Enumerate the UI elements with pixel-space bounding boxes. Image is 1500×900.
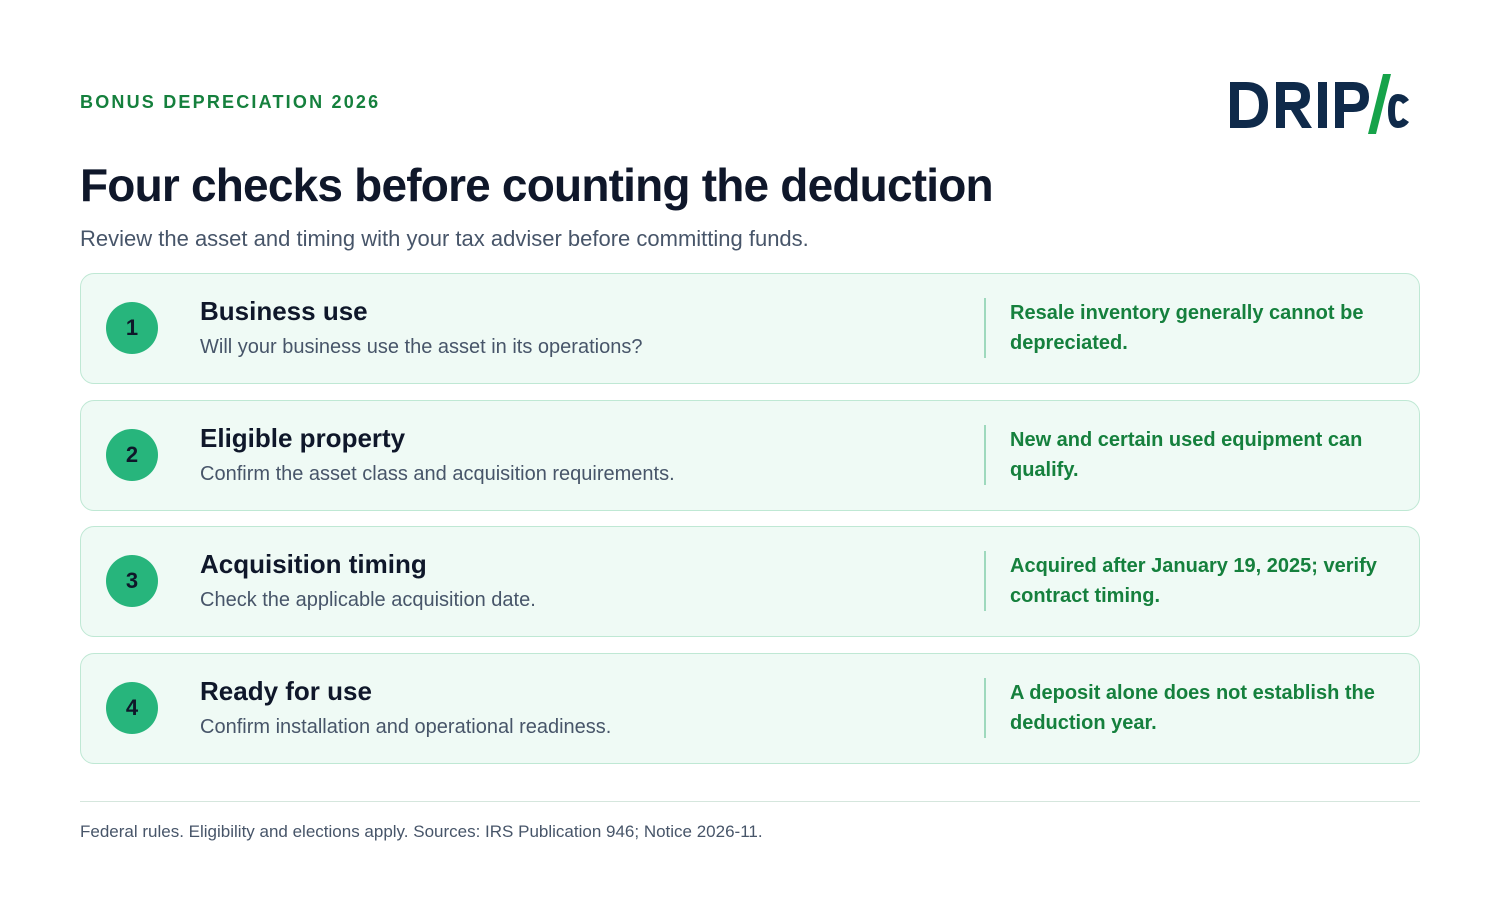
check-note: A deposit alone does not establish the d… [1010,682,1375,734]
card-divider [984,551,986,611]
check-note: New and certain used equipment can quali… [1010,429,1363,481]
card-divider [984,425,986,485]
check-description: Confirm installation and operational rea… [200,716,612,738]
check-card: 1 Business use Will your business use th… [80,273,1420,384]
check-title: Acquisition timing [200,549,427,579]
card-divider [984,678,986,738]
page-title: Four checks before counting the deductio… [80,159,994,211]
check-title: Business use [200,296,368,326]
check-description: Check the applicable acquisition date. [200,589,536,611]
check-note: Acquired after January 19, 2025; verify … [1010,555,1377,607]
check-card: 3 Acquisition timing Check the applicabl… [80,526,1420,637]
card-divider [984,298,986,358]
footer-divider [80,801,1420,802]
check-note: Resale inventory generally cannot be dep… [1010,302,1364,354]
check-card: 2 Eligible property Confirm the asset cl… [80,400,1420,511]
check-description: Will your business use the asset in its … [200,336,643,358]
page-subtitle: Review the asset and timing with your ta… [80,226,809,251]
check-title: Ready for use [200,676,372,706]
check-title: Eligible property [200,423,406,453]
step-number-badge: 4 [106,682,158,734]
dripc-logo [1228,72,1410,138]
eyebrow-label: BONUS DEPRECIATION 2026 [80,92,381,112]
footnote: Federal rules. Eligibility and elections… [80,822,763,841]
step-number-badge: 3 [106,555,158,607]
check-description: Confirm the asset class and acquisition … [200,463,675,485]
infographic-page: BONUS DEPRECIATION 2026 Four checks befo… [80,0,1420,900]
step-number-badge: 2 [106,429,158,481]
check-card: 4 Ready for use Confirm installation and… [80,653,1420,764]
step-number-badge: 1 [106,302,158,354]
